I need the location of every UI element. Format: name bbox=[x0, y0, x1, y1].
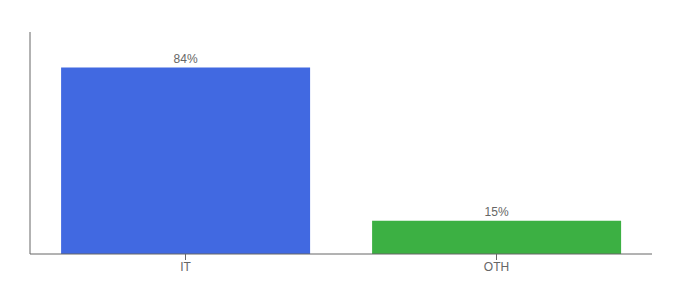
svg-text:OTH: OTH bbox=[484, 260, 509, 274]
svg-text:IT: IT bbox=[180, 260, 191, 274]
svg-text:15%: 15% bbox=[485, 205, 509, 219]
svg-text:84%: 84% bbox=[174, 52, 198, 66]
